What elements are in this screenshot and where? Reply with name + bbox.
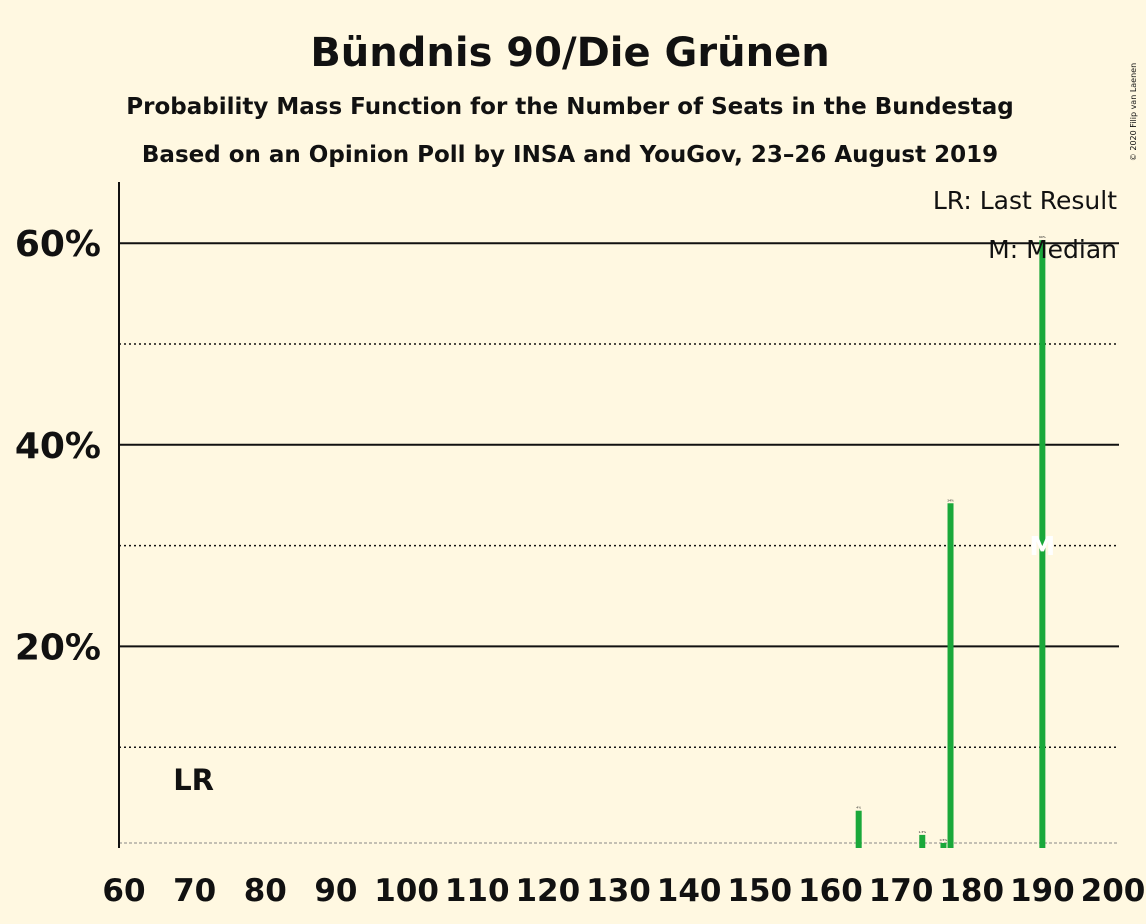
- x-tick-label: 100: [374, 873, 439, 909]
- median-marker: M: [1029, 532, 1055, 562]
- x-tick-label: 60: [102, 873, 145, 909]
- bar-value-label: 0.5%: [940, 838, 948, 842]
- bar: [940, 842, 947, 848]
- bar-value-label: 34%: [947, 498, 954, 502]
- y-tick-label: 40%: [15, 426, 101, 467]
- y-tick-label: 60%: [15, 224, 101, 265]
- x-tick-label: 80: [244, 873, 287, 909]
- x-tick-label: 130: [586, 873, 651, 909]
- grid-lines: [119, 242, 1119, 844]
- bar: [919, 834, 926, 848]
- x-tick-label: 180: [939, 873, 1004, 909]
- x-tick-label: 90: [314, 873, 357, 909]
- bars: 4% 1.3% 0.5% 34% 60%: [855, 235, 1046, 848]
- last-result-marker: LR: [173, 763, 214, 797]
- chart-subtitle-2: Based on an Opinion Poll by INSA and You…: [142, 142, 998, 168]
- copyright-note: © 2020 Filip van Laenen: [1129, 63, 1138, 161]
- chart-subtitle: Probability Mass Function for the Number…: [126, 94, 1013, 120]
- y-tick-labels: 20% 40% 60%: [15, 224, 101, 668]
- bar-value-label: 60%: [1039, 235, 1046, 239]
- x-tick-label: 110: [445, 873, 510, 909]
- chart-title: Bündnis 90/Die Grünen: [310, 30, 829, 76]
- x-tick-label: 120: [515, 873, 580, 909]
- x-tick-label: 140: [657, 873, 722, 909]
- legend-median: M: Median: [988, 235, 1117, 264]
- x-tick-label: 200: [1081, 873, 1146, 909]
- bar-value-label: 4%: [856, 806, 861, 810]
- bar-value-label: 1.3%: [918, 830, 926, 834]
- bar: [855, 810, 862, 848]
- markers: LR M: [173, 532, 1055, 797]
- bar: [947, 503, 954, 848]
- x-tick-label: 70: [173, 873, 216, 909]
- legend-last-result: LR: Last Result: [933, 186, 1117, 215]
- bar: [1039, 240, 1046, 848]
- x-tick-label: 190: [1010, 873, 1075, 909]
- x-tick-label: 170: [869, 873, 934, 909]
- x-tick-label: 160: [798, 873, 863, 909]
- x-tick-labels: 60 70 80 90 100 110 120 130 140 150 160 170 180 190 20…: [102, 873, 1145, 909]
- x-tick-label: 150: [727, 873, 792, 909]
- y-tick-label: 20%: [15, 627, 101, 668]
